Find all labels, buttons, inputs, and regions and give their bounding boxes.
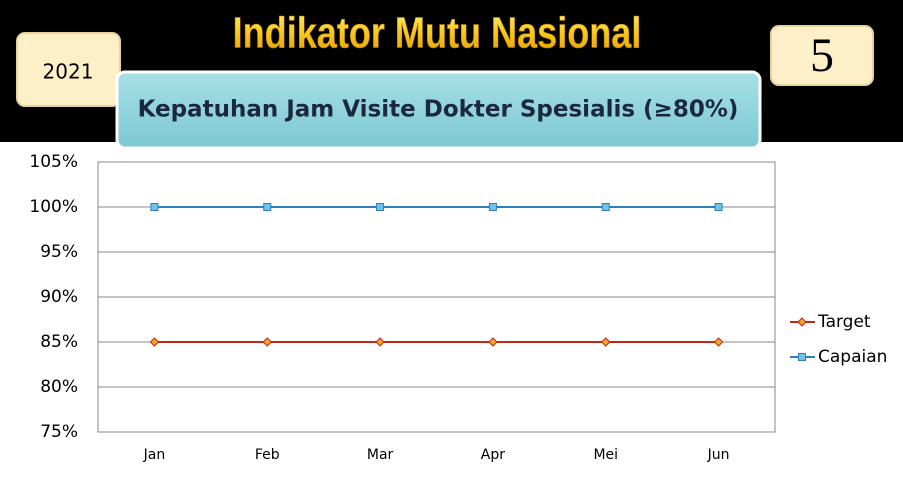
- marker: [262, 337, 272, 347]
- marker: [714, 203, 723, 211]
- y-tick-label: 90%: [40, 287, 78, 307]
- legend-label: Target: [817, 312, 871, 332]
- marker: [797, 317, 807, 327]
- x-tick-label: Mei: [593, 447, 618, 463]
- year-box: [16, 32, 121, 107]
- marker: [601, 337, 611, 347]
- y-tick-label: 95%: [40, 242, 78, 262]
- header-title: Indikator Mutu Nasional: [233, 8, 642, 57]
- y-tick-label: 100%: [29, 197, 78, 217]
- number-box: [770, 25, 874, 86]
- y-tick-label: 105%: [29, 152, 78, 172]
- marker: [149, 337, 160, 347]
- x-tick-label: Feb: [255, 447, 280, 463]
- subtitle-box: [115, 70, 762, 150]
- marker: [376, 203, 385, 211]
- marker: [713, 337, 724, 347]
- y-tick-label: 80%: [40, 377, 78, 397]
- marker: [150, 203, 159, 211]
- year: 2021: [43, 60, 94, 84]
- marker: [488, 337, 498, 347]
- marker: [263, 203, 272, 211]
- marker: [798, 353, 806, 361]
- x-tick-label: Apr: [481, 447, 505, 463]
- chart-title: Kepatuhan Jam Visite Dokter Spesialis (≥…: [138, 97, 739, 123]
- y-tick-label: 85%: [40, 332, 78, 352]
- legend-label: Capaian: [818, 347, 887, 367]
- marker: [601, 203, 610, 211]
- y-tick-label: 75%: [40, 422, 78, 442]
- x-tick-label: Jan: [143, 447, 166, 463]
- x-tick-label: Mar: [367, 447, 394, 463]
- number: 5: [810, 29, 834, 82]
- marker: [375, 337, 385, 347]
- marker: [488, 203, 497, 211]
- x-tick-label: Jun: [707, 447, 730, 463]
